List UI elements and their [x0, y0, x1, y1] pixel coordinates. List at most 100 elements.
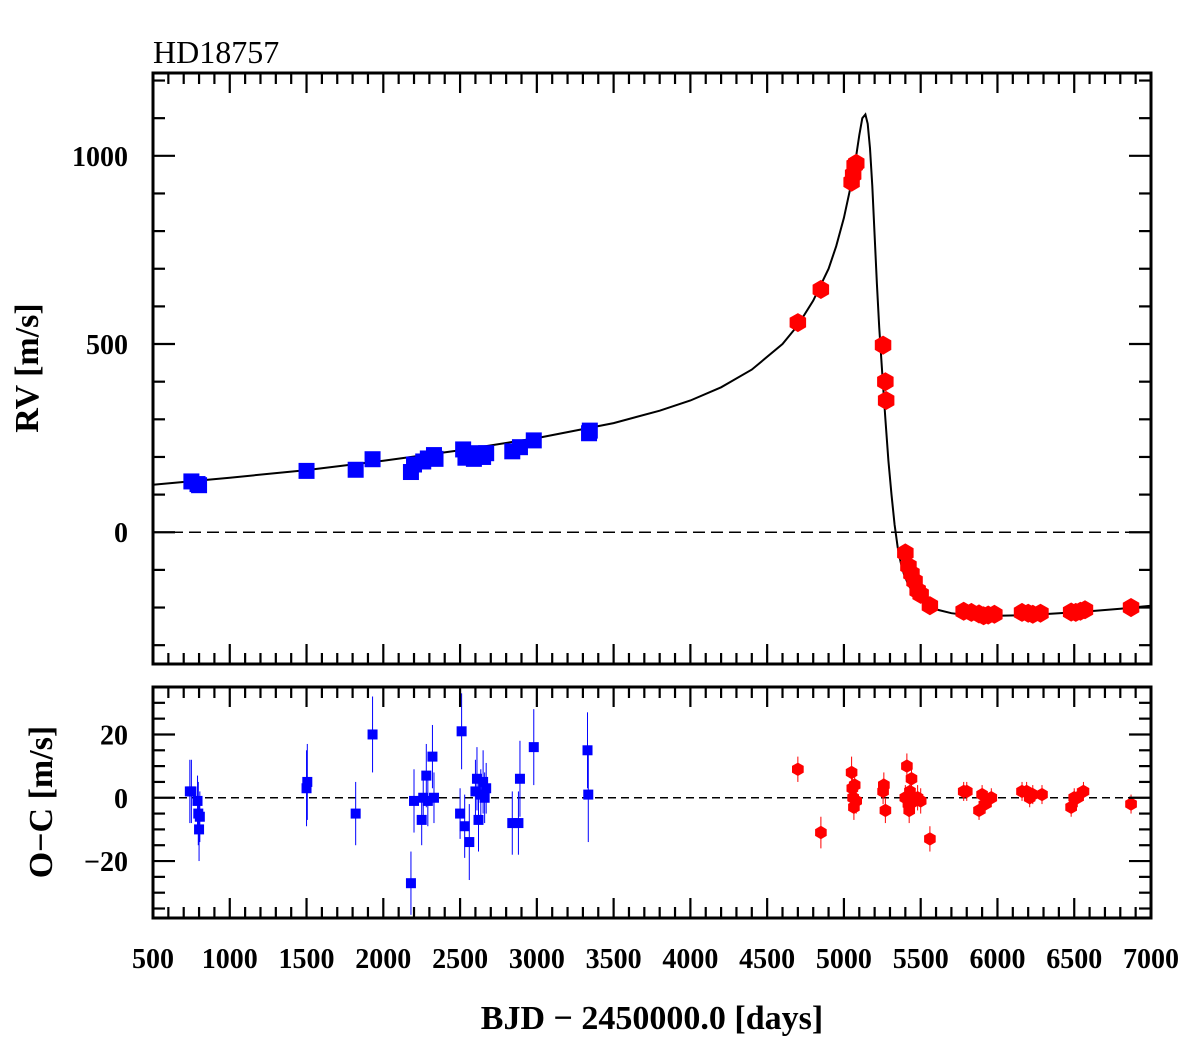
- x-tick-label: 2500: [432, 944, 488, 975]
- x-tick-label: 6500: [1046, 944, 1102, 975]
- residual-point-instrument-1: [302, 776, 313, 787]
- residual-point-instrument-1: [428, 792, 439, 803]
- residual-point-instrument-1: [464, 837, 475, 848]
- rv-point-instrument-2: [1032, 603, 1049, 623]
- residual-point-instrument-1: [456, 726, 467, 737]
- rv-point-instrument-2: [874, 335, 892, 355]
- residual-point-instrument-1: [427, 751, 438, 762]
- rv-point-instrument-2: [877, 372, 894, 392]
- rv-point-instrument-1: [191, 477, 208, 494]
- residual-point-instrument-1: [479, 792, 490, 803]
- residual-point-instrument-1: [301, 783, 312, 794]
- residual-point-instrument-1: [421, 770, 432, 781]
- rv-point-instrument-1: [525, 432, 542, 449]
- residual-point-instrument-1: [513, 818, 524, 829]
- residual-point-instrument-1: [473, 814, 484, 825]
- residual-y-tick-label: −20: [84, 847, 128, 878]
- residual-point-instrument-1: [186, 786, 197, 797]
- x-tick-label: 2000: [355, 944, 411, 975]
- x-axis-title: BJD − 2450000.0 [days]: [481, 1000, 823, 1037]
- residual-point-instrument-1: [409, 795, 420, 806]
- residual-point-instrument-1: [481, 783, 492, 794]
- residual-point-instrument-2: [1125, 797, 1137, 811]
- x-tick-label: 7000: [1123, 944, 1179, 975]
- residual-point-instrument-2: [879, 803, 892, 818]
- x-tick-label: 5000: [816, 944, 872, 975]
- model-curve: [152, 112, 1152, 617]
- rv-point-instrument-1: [511, 439, 528, 456]
- residual-panel-frame: [151, 685, 1153, 920]
- rv-y-tick-label: 1000: [72, 142, 128, 173]
- residual-point-instrument-1: [528, 742, 539, 753]
- residual-point-instrument-2: [914, 794, 927, 808]
- rv-point-instrument-1: [364, 451, 381, 468]
- rv-y-tick-labels: 0 500 1000: [72, 142, 128, 549]
- x-tick-label: 1500: [279, 944, 335, 975]
- residual-point-instrument-1: [582, 745, 593, 756]
- residual-point-instrument-1: [192, 795, 203, 806]
- residual-point-instrument-1: [459, 821, 470, 832]
- residual-y-tick-labels: −20 0 20: [84, 720, 128, 878]
- residual-point-instrument-1: [583, 789, 594, 800]
- rv-y-axis-title: RV [m/s]: [9, 303, 46, 432]
- residual-point-instrument-1: [471, 773, 482, 784]
- residual-point-instrument-1: [367, 729, 378, 740]
- rv-panel: 0 500 1000 RV [m/s]: [9, 71, 1153, 666]
- rv-point-instrument-1: [347, 461, 364, 478]
- rv-point-instrument-2: [877, 391, 895, 410]
- residual-y-axis-title: O−C [m/s]: [23, 726, 60, 879]
- residual-point-instrument-2: [792, 762, 804, 776]
- residual-point-instrument-1: [416, 814, 427, 825]
- residual-point-instrument-2: [903, 803, 915, 818]
- residual-y-tick-label: 0: [114, 784, 128, 815]
- residual-point-instrument-1: [194, 811, 205, 822]
- residual-point-instrument-1: [405, 878, 416, 889]
- rv-ticks: [151, 73, 1153, 664]
- rv-point-instrument-2: [848, 153, 865, 173]
- residual-point-instrument-2: [924, 832, 936, 846]
- x-tick-label: 4000: [662, 944, 718, 975]
- rv-plot-area: [152, 112, 1152, 626]
- residual-ticks: [151, 685, 1153, 918]
- rv-point-instrument-1: [581, 422, 598, 439]
- rv-point-instrument-2: [1122, 598, 1140, 618]
- rv-point-instrument-2: [1076, 600, 1094, 620]
- rv-point-instrument-2: [921, 596, 939, 616]
- rv-point-instrument-1: [478, 445, 495, 462]
- rv-point-instrument-1: [298, 462, 315, 479]
- residual-panel: −20 0 20 O−C [m/s]: [23, 685, 1153, 920]
- residual-point-instrument-2: [901, 759, 913, 773]
- chart-title: HD18757: [153, 34, 279, 70]
- residual-y-tick-label: 20: [100, 720, 128, 751]
- residual-point-instrument-2: [815, 825, 827, 840]
- residual-point-instrument-1: [350, 808, 361, 819]
- rv-point-instrument-1: [427, 450, 444, 467]
- residual-point-instrument-2: [960, 784, 973, 799]
- rv-panel-frame: [151, 71, 1153, 666]
- residual-point-instrument-2: [1036, 787, 1048, 802]
- x-tick-labels: 500 1000 1500 2000 2500 3000 3500 4000 4500 5000 5…: [132, 944, 1179, 975]
- residual-point-instrument-1: [194, 824, 205, 835]
- residual-plot-area: [153, 693, 1151, 915]
- x-tick-label: 3000: [509, 944, 565, 975]
- x-tick-label: 4500: [739, 944, 795, 975]
- residual-point-instrument-1: [507, 818, 518, 829]
- x-tick-label: 500: [132, 944, 174, 975]
- x-tick-label: 1000: [202, 944, 258, 975]
- x-tick-label: 6000: [969, 944, 1025, 975]
- rv-point-instrument-2: [789, 313, 807, 333]
- residual-point-instrument-2: [985, 791, 998, 805]
- residual-point-instrument-1: [478, 776, 489, 787]
- residual-point-instrument-2: [850, 794, 862, 808]
- rv-point-instrument-2: [812, 279, 830, 299]
- residual-point-instrument-2: [1077, 784, 1090, 799]
- x-tick-label: 3500: [586, 944, 642, 975]
- residual-point-instrument-2: [848, 778, 861, 792]
- rv-y-tick-label: 500: [86, 330, 128, 361]
- residual-point-instrument-1: [455, 808, 466, 819]
- rv-y-tick-label: 0: [114, 518, 128, 549]
- rv-point-instrument-2: [986, 604, 1003, 624]
- residual-point-instrument-1: [422, 795, 433, 806]
- residual-point-instrument-2: [878, 778, 890, 792]
